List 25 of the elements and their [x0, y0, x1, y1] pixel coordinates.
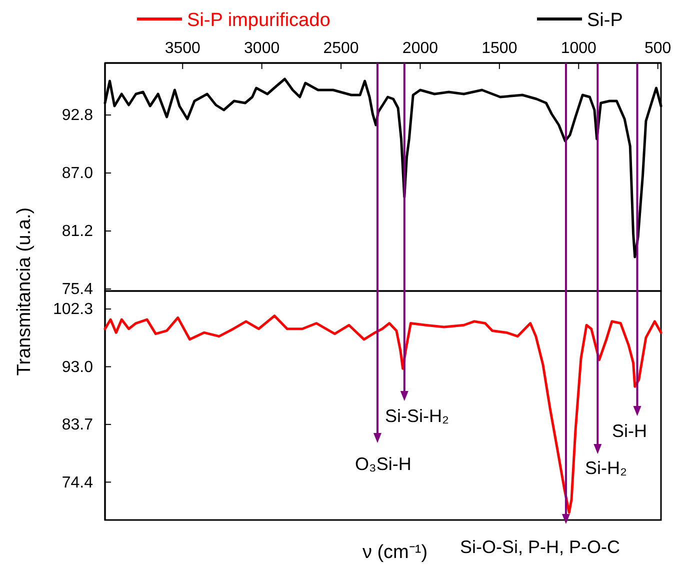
x-tick-label: 2000	[402, 40, 438, 57]
y-tick-label: 75.4	[62, 281, 94, 298]
ref-line-label: Si-H	[612, 421, 647, 441]
y-tick-label: 92.8	[62, 107, 94, 124]
ref-line-label: Si-Si-H₂	[385, 406, 449, 426]
x-tick-label: 3500	[164, 40, 201, 57]
x-tick-label: 3000	[244, 40, 280, 57]
y-tick-label: 87.0	[62, 165, 94, 182]
y-tick-label: 83.7	[62, 416, 94, 434]
legend-label: Si-O-Si, P-H, P-O-C	[460, 537, 620, 557]
text: Si-P impurificado	[187, 10, 330, 31]
y-axis-title: Transmitancia (u.a.)	[14, 207, 35, 376]
x-axis-title: ν (cm⁻¹)	[362, 542, 428, 563]
x-tick-label: 500	[644, 40, 672, 57]
y-tick-label: 93.0	[62, 358, 94, 376]
y-tick-label: 74.4	[62, 474, 94, 492]
ref-line-label: Si-H₂	[585, 458, 627, 478]
x-tick-label: 1000	[560, 40, 597, 57]
y-tick-label: 81.2	[62, 223, 94, 240]
line-series	[104, 314, 662, 514]
y-tick-label: 102.3	[52, 301, 94, 318]
legend-label: Si-P	[587, 10, 623, 31]
x-tick-label: 2500	[323, 40, 359, 57]
x-tick-label: 1500	[482, 40, 518, 57]
ref-line-label: O₃Si-H	[355, 454, 412, 474]
